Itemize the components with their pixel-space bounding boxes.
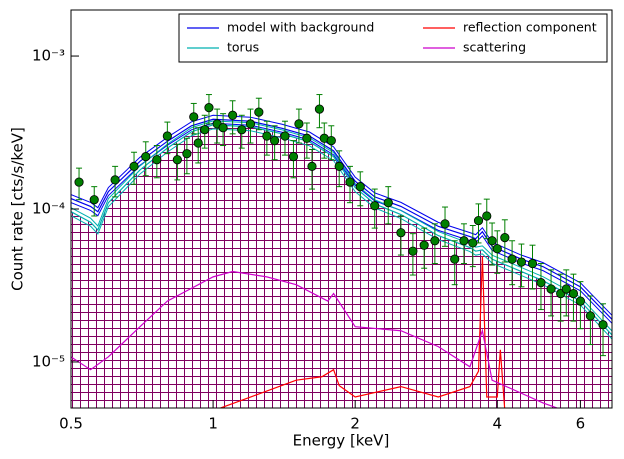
- data-point: [74, 177, 84, 187]
- data-point: [440, 219, 450, 229]
- x-tick-label: 1: [208, 415, 218, 433]
- data-point: [162, 131, 172, 141]
- data-point: [302, 133, 312, 143]
- data-point: [430, 236, 440, 246]
- data-point: [500, 233, 510, 243]
- data-point: [110, 175, 120, 185]
- data-point: [237, 125, 247, 135]
- legend-label: model with background: [227, 20, 374, 35]
- data-point: [487, 236, 497, 246]
- data-point: [182, 149, 192, 159]
- data-point: [288, 152, 299, 162]
- data-point: [307, 161, 317, 171]
- data-point: [419, 240, 429, 250]
- x-tick-label: 4: [493, 415, 503, 433]
- data-point: [355, 182, 365, 192]
- data-point: [314, 104, 325, 114]
- data-point: [468, 238, 478, 248]
- data-point: [129, 161, 139, 171]
- x-tick-label: 6: [576, 415, 586, 433]
- data-point: [89, 195, 99, 205]
- data-point: [326, 136, 336, 146]
- data-point: [396, 228, 406, 238]
- series-line: [218, 256, 506, 408]
- data-point: [334, 161, 344, 171]
- series-line: [71, 270, 559, 408]
- data-point: [280, 131, 290, 141]
- legend-label: torus: [227, 40, 259, 55]
- data-point: [568, 288, 579, 299]
- data-point: [370, 201, 380, 211]
- data-point: [254, 107, 264, 117]
- data-point: [516, 257, 527, 267]
- data-point: [527, 258, 538, 269]
- data-point: [450, 254, 460, 264]
- data-point: [459, 236, 469, 246]
- data-point: [598, 320, 608, 330]
- data-point: [507, 254, 517, 264]
- hatch-area: [71, 124, 612, 408]
- y-tick-label: 10⁻⁵: [32, 352, 65, 370]
- data-point: [189, 112, 199, 122]
- legend-label: scattering: [463, 40, 526, 55]
- data-point: [218, 123, 228, 133]
- y-tick-label: 10⁻³: [32, 47, 65, 65]
- data-point: [546, 284, 556, 294]
- legend-label: reflection component: [463, 20, 597, 35]
- data-point: [200, 125, 210, 135]
- data-point: [473, 215, 484, 226]
- data-point: [536, 278, 546, 288]
- data-point: [561, 284, 571, 294]
- y-tick-label: 10⁻⁴: [32, 200, 65, 218]
- data-point: [228, 110, 238, 120]
- data-point: [172, 155, 182, 165]
- data-point: [204, 103, 214, 113]
- legend: model with background torus reflection com…: [178, 13, 608, 63]
- data-point: [383, 198, 393, 208]
- data-point: [262, 131, 272, 141]
- data-point: [408, 246, 418, 256]
- data-point: [585, 311, 596, 321]
- x-axis-label: Energy [keV]: [293, 432, 390, 450]
- data-point: [270, 136, 280, 146]
- data-point: [345, 177, 355, 187]
- data-point: [482, 211, 492, 221]
- data-point: [575, 296, 585, 306]
- x-tick-label: 2: [350, 415, 360, 433]
- data-point: [294, 119, 304, 129]
- plot-area: [71, 94, 612, 408]
- data-point: [193, 138, 203, 148]
- data-point: [492, 244, 502, 254]
- legend-box: [178, 13, 608, 63]
- y-axis-label: Count rate [cts/s/keV]: [9, 127, 27, 291]
- data-point: [152, 155, 162, 165]
- data-point: [141, 152, 151, 162]
- data-point: [245, 119, 256, 129]
- x-tick-label: 0.5: [59, 415, 83, 433]
